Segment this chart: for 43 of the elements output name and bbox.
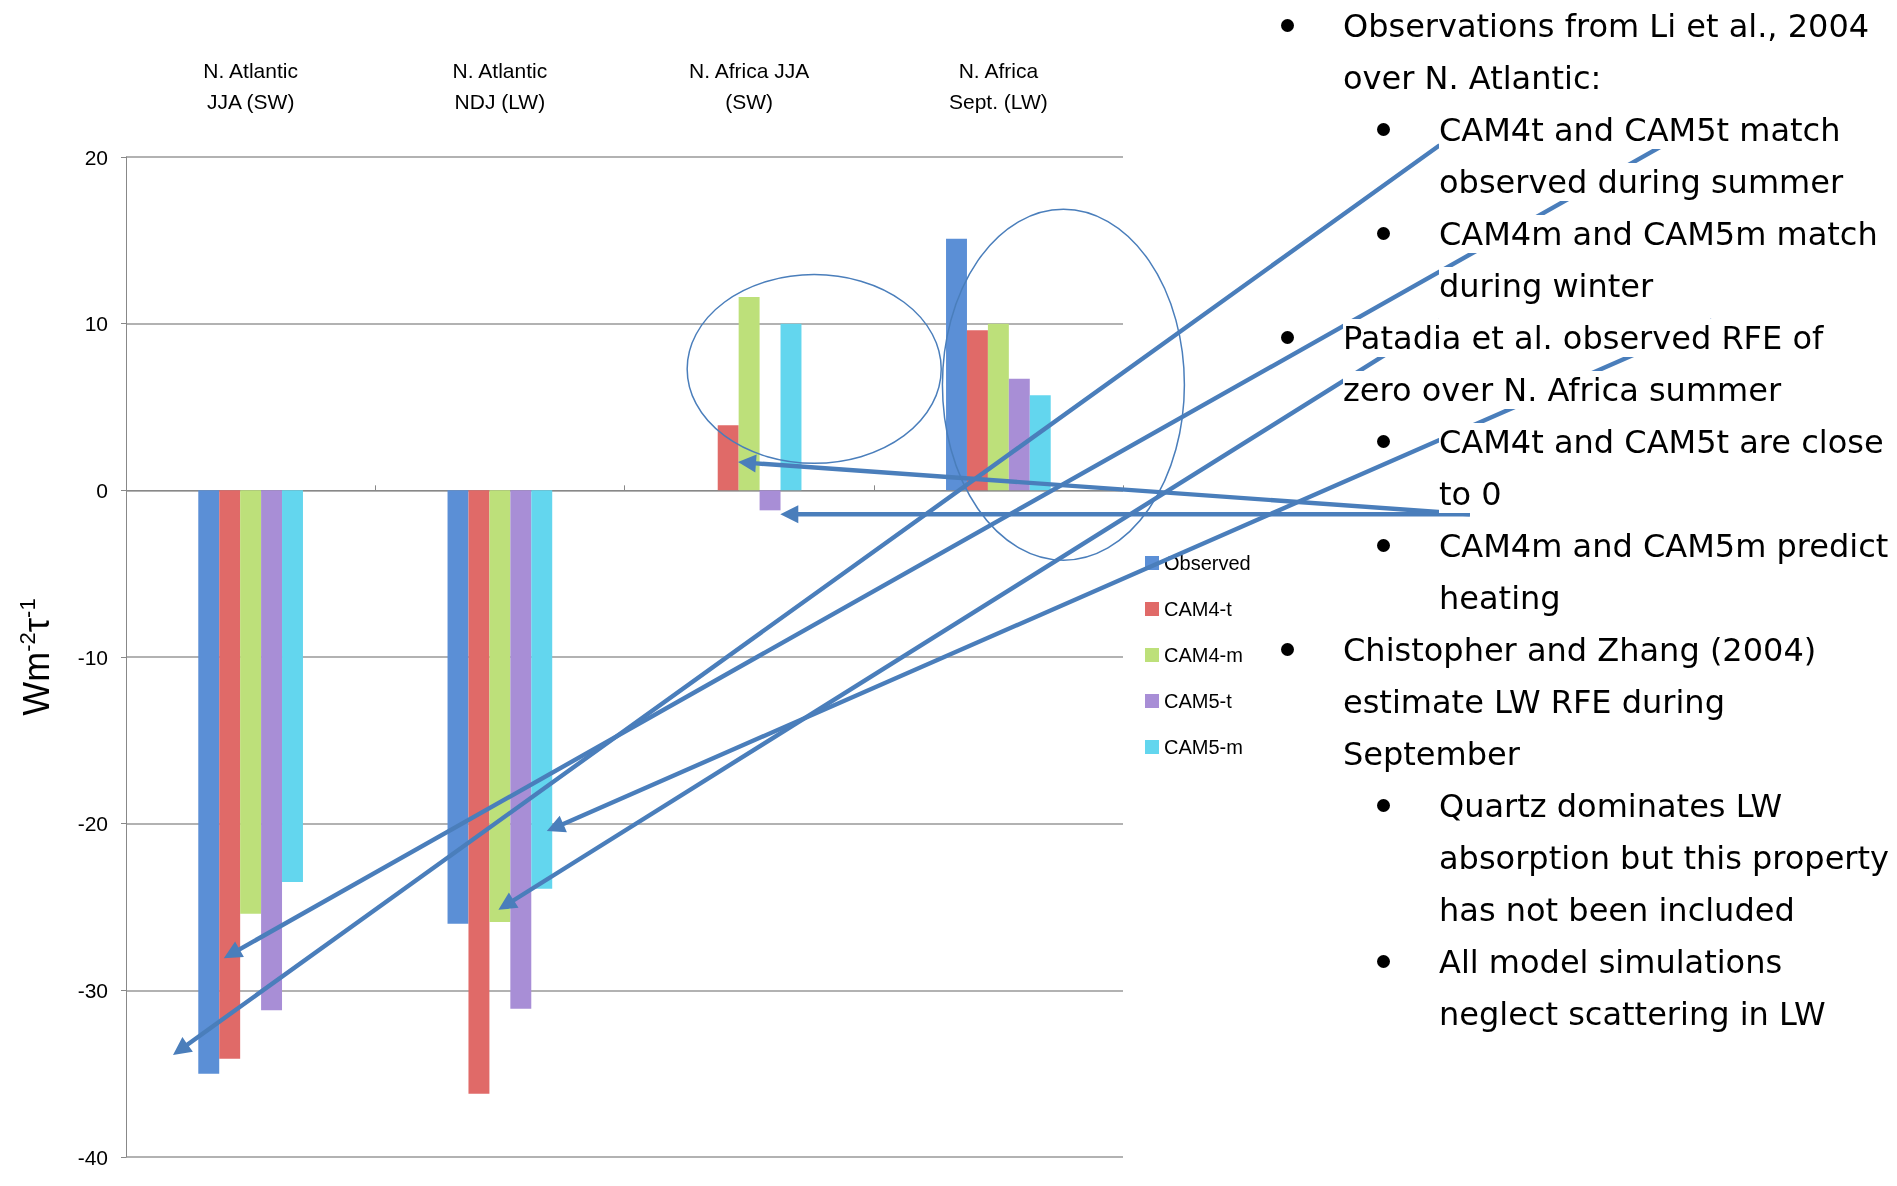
y-tick-label: -20: [77, 812, 108, 836]
legend-label: CAM4-t: [1164, 598, 1233, 620]
y-tick-label: -30: [77, 978, 108, 1002]
bar: [198, 490, 220, 1074]
bar: [510, 490, 532, 1009]
text: Observations from Li et al., 2004 over N. Atlantic:: [1343, 7, 1870, 97]
bar: [240, 490, 262, 914]
bar: [717, 425, 739, 491]
x-tick-label: N. Atlantic NDJ (LW): [452, 59, 548, 113]
text: CAM4m and CAM5m match during winter: [1439, 215, 1878, 305]
x-tick-label: N. Africa Sept. (LW): [948, 59, 1048, 113]
x-tick-label: N. Atlantic JJA (SW): [203, 59, 298, 113]
text: CAM4m and CAM5m predict heating: [1439, 527, 1889, 617]
bar: [489, 490, 511, 922]
text: Chistopher and Zhang (2004) estimate LW RFE during September: [1343, 631, 1817, 773]
bar: [759, 490, 781, 511]
y-axis-title: Wm-2τ-1: [14, 598, 57, 716]
bar: [531, 490, 553, 889]
y-tick-label: -40: [77, 1145, 108, 1169]
text: CAM4t and CAM5t are close to 0: [1439, 423, 1884, 513]
y-tick-label: 10: [84, 312, 108, 336]
x-tick-label: N. Africa JJA (SW): [689, 59, 810, 113]
y-tick-label: -10: [77, 645, 108, 669]
bar: [946, 238, 967, 491]
y-tick-label: 20: [84, 145, 108, 169]
y-tick-label: 0: [96, 478, 108, 502]
bar: [468, 490, 490, 1094]
bar: [966, 330, 988, 491]
bar: [219, 490, 241, 1059]
legend-label: CAM4-m: [1164, 644, 1243, 666]
bar: [1008, 378, 1030, 491]
bar: [780, 323, 802, 491]
text: Patadia et al. observed RFE of zero over N. Africa summer: [1343, 319, 1824, 409]
bar: [261, 490, 283, 1011]
bar: [447, 490, 469, 924]
legend-label: CAM5-t: [1164, 690, 1233, 712]
bar: [282, 490, 303, 882]
text: Quartz dominates LW absorption but this property has not been included: [1439, 787, 1889, 929]
text: CAM4t and CAM5t match observed during summer: [1439, 111, 1844, 201]
text: All model simulations neglect scattering in LW: [1439, 943, 1826, 1033]
bar: [987, 323, 1009, 491]
legend-label: CAM5-m: [1164, 736, 1243, 758]
bar: [738, 297, 760, 491]
